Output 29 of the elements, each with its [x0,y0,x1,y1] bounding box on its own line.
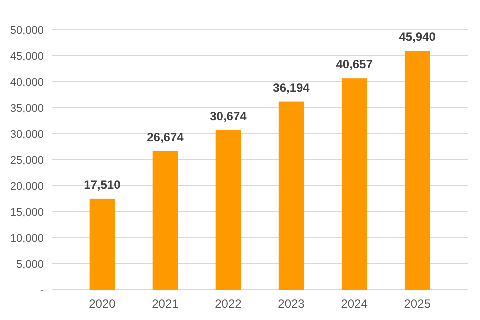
data-label: 36,194 [273,80,310,95]
y-tick-label: 25,000 [10,154,44,167]
bar [216,130,242,290]
y-tick-label: 35,000 [10,102,44,115]
y-tick-label: 10,000 [10,232,44,245]
x-tick-label: 2023 [278,297,306,311]
bar [278,102,304,290]
x-tick-label: 2022 [215,297,242,311]
data-label: 26,674 [147,130,184,144]
y-tick-label: 50,000 [10,24,44,37]
y-tick-label: - [40,284,44,297]
x-tick-label: 2024 [341,297,368,311]
y-tick-label: 40,000 [10,76,44,89]
data-label: 45,940 [399,30,436,44]
x-tick-label: 2021 [152,297,180,311]
bar [152,151,178,290]
y-tick-label: 45,000 [10,50,44,63]
y-tick-label: 15,000 [10,206,44,219]
bar [404,51,430,290]
bar [342,78,368,290]
x-tick-label: 2025 [404,297,432,311]
data-label: 30,674 [210,109,248,124]
y-tick-label: 5,000 [16,258,44,271]
y-tick-label: 20,000 [10,180,44,193]
x-tick-label: 2020 [89,297,116,311]
data-label: 17,510 [84,178,122,192]
y-tick-label: 30,000 [10,128,44,141]
data-label: 40,657 [336,58,374,72]
bar [90,198,116,290]
